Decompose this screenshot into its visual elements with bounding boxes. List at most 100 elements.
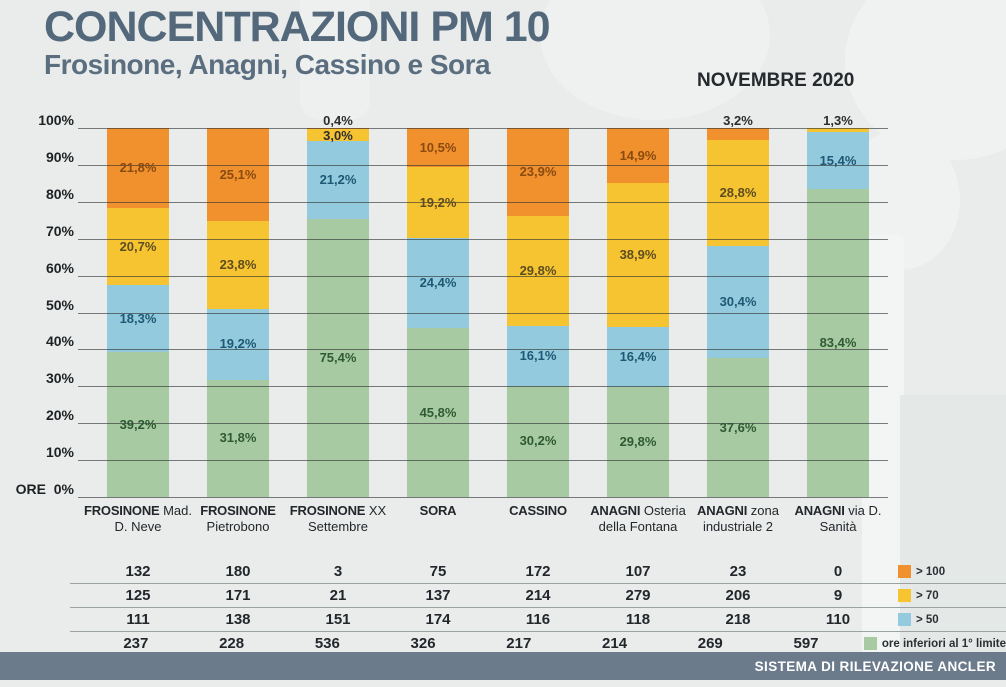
hours-cell: 9: [833, 587, 843, 604]
category-station-name: CASSINO: [509, 503, 567, 518]
category-label: FROSINONE Pietrobono: [200, 503, 276, 535]
bar-segment: [707, 358, 769, 497]
category-label: ANAGNI via D. Sanità: [794, 503, 882, 535]
hours-cell: 218: [725, 611, 751, 628]
y-axis-tick-label: 20%: [45, 407, 74, 424]
footer-source-label: SISTEMA DI RILEVAZIONE ANCLER: [754, 658, 996, 674]
hours-cell: 116: [525, 611, 551, 628]
category-label: FROSINONE Mad. D. Neve: [84, 503, 192, 535]
category-station-name: ANAGNI: [794, 503, 845, 518]
segment-value-label: 18,3%: [119, 310, 157, 326]
y-axis-tick-label: 70%: [45, 222, 74, 239]
background-column-silhouette: [300, 0, 370, 120]
legend-label: ore inferiori al 1° limite: [881, 637, 1006, 650]
bar-segment: [607, 183, 669, 327]
legend-swatch: [898, 613, 911, 626]
category-station-name: FROSINONE: [200, 503, 276, 518]
segment-value-label: 31,8%: [219, 430, 257, 446]
table-row: 125 171 21 137 214 279 206 9 > 70: [70, 584, 1006, 608]
legend-label: > 50: [916, 613, 939, 626]
segment-value-label: 0,4%: [323, 113, 353, 128]
x-axis-labels: FROSINONE Mad. D. Neve FROSINONE Pietrobo…: [84, 503, 888, 549]
hours-cell: 536: [314, 635, 340, 652]
page-title: CONCENTRAZIONI PM 10: [44, 3, 551, 51]
gridline: [78, 164, 888, 166]
bar-segment: [707, 128, 769, 140]
plot-area: 39,2% 18,3% 20,7% 21,8% 31,8% 19,2% 23,8% 25,1%…: [78, 113, 888, 498]
hours-cell: 75: [429, 563, 447, 580]
bar-segment: [207, 128, 269, 221]
bar-segment: [307, 129, 369, 141]
bar-segment: [807, 127, 869, 133]
hours-cell: 279: [625, 587, 651, 604]
legend-item: > 70: [898, 589, 939, 602]
period-label: NOVEMBRE 2020: [697, 70, 855, 91]
hours-cell: 180: [225, 563, 251, 580]
bar-segment: [507, 385, 569, 497]
gridline: [78, 201, 888, 203]
hours-cell: 217: [506, 635, 532, 652]
bar-segment: [207, 308, 269, 380]
segment-value-label: 23,9%: [519, 164, 557, 180]
gridline: [78, 497, 888, 498]
segment-value-label: 16,4%: [619, 348, 657, 364]
hours-cell: 174: [425, 611, 451, 628]
segment-value-label: 28,8%: [719, 184, 757, 200]
segment-value-label: 45,8%: [419, 404, 457, 420]
gridline: [78, 349, 888, 351]
hours-cell: 269: [697, 635, 723, 652]
segment-value-label: 19,2%: [419, 194, 457, 210]
hours-cell: 0: [833, 563, 843, 580]
hours-cell: 110: [825, 611, 851, 628]
category-label: CASSINO: [482, 503, 594, 519]
y-axis-tick-label: ORE 0%: [15, 481, 74, 497]
bar-segment: [607, 387, 669, 497]
y-axis-tick-label: 30%: [45, 370, 74, 387]
hours-cell: 237: [123, 635, 149, 652]
gridline: [78, 312, 888, 314]
segment-value-label: 37,6%: [719, 419, 757, 435]
hours-cell: 21: [329, 587, 347, 604]
hours-cell: 137: [425, 587, 451, 604]
legend-item: > 100: [898, 565, 945, 578]
segment-value-label: 10,5%: [419, 139, 457, 155]
hours-cell: 138: [225, 611, 251, 628]
legend-swatch: [898, 565, 911, 578]
y-axis-tick-label: 90%: [45, 148, 74, 165]
bar-segment: [407, 328, 469, 497]
bar-segment: [607, 326, 669, 388]
y-axis-tick-label: 80%: [45, 185, 74, 202]
background-cloud-silhouette: [540, 0, 770, 120]
hours-cell: 214: [602, 635, 628, 652]
hours-cell: 214: [525, 587, 551, 604]
segment-value-label: 14,9%: [619, 147, 657, 163]
hours-cell: 172: [525, 563, 551, 580]
segment-value-label: 38,9%: [619, 246, 657, 262]
bar-segment: [407, 128, 469, 168]
segment-value-label: 25,1%: [219, 166, 257, 182]
hours-cell: 171: [225, 587, 251, 604]
hours-cell: 111: [126, 611, 150, 628]
legend-label: > 100: [916, 565, 946, 578]
category-label: ANAGNI zona industriale 2: [697, 503, 779, 535]
segment-value-label: 1,3%: [823, 113, 853, 128]
bar-segment: [707, 139, 769, 247]
bar-segment: [807, 189, 869, 497]
gridline: [78, 460, 888, 462]
category-station-name: ANAGNI: [697, 503, 748, 518]
bar-segment: [707, 246, 769, 359]
segment-value-label: 39,2%: [119, 416, 157, 432]
gridline: [78, 423, 888, 425]
hours-cell: 132: [125, 563, 151, 580]
y-axis-tick-label: 40%: [45, 333, 74, 350]
table-row: 132 180 3 75 172 107 23 0 > 100: [70, 560, 1006, 584]
segment-value-label: 16,1%: [519, 347, 557, 363]
hours-cell: 228: [219, 635, 245, 652]
bar-segment: [107, 208, 169, 285]
legend-label: > 70: [916, 589, 939, 602]
hours-cell: 3: [333, 563, 343, 580]
bar-segment: [107, 128, 169, 209]
gridline: [78, 275, 888, 277]
hours-cell: 206: [725, 587, 751, 604]
